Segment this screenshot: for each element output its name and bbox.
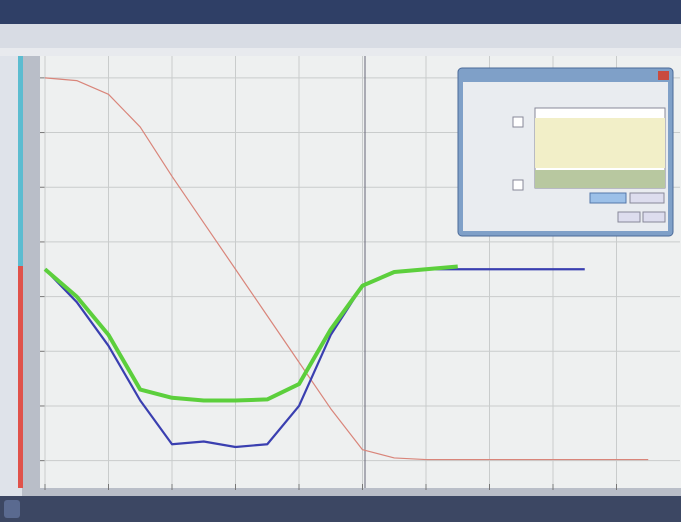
toolbar (0, 24, 681, 48)
side-strip-red (18, 266, 23, 488)
dialog-table-highlight (535, 118, 665, 168)
toolbar-separator (0, 48, 681, 56)
dialog-button[interactable] (618, 212, 640, 222)
dialog-button[interactable] (590, 193, 626, 203)
dialog-input[interactable] (513, 117, 523, 127)
dialog-table-footer (535, 170, 665, 188)
title-bar (0, 0, 681, 24)
start-button[interactable] (4, 500, 20, 518)
dialog-close[interactable] (658, 71, 669, 80)
dialog-input[interactable] (513, 180, 523, 190)
side-strip-blue (18, 56, 23, 266)
dialog-button[interactable] (643, 212, 665, 222)
dialog (458, 68, 673, 236)
taskbar (0, 496, 681, 522)
screen (0, 0, 681, 522)
dialog-button[interactable] (630, 193, 664, 203)
